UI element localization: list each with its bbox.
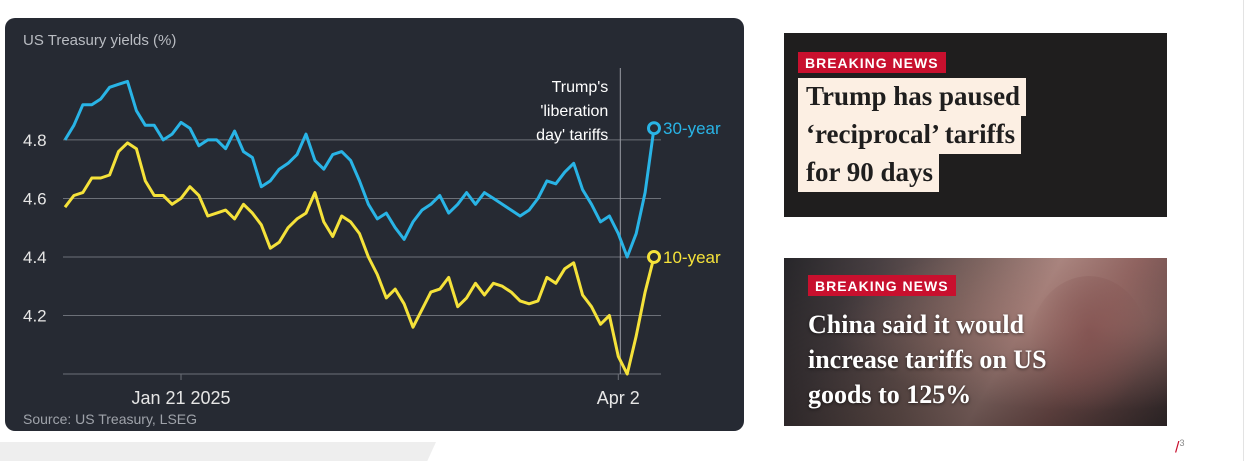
- series-end-marker: [647, 249, 661, 264]
- series-label: 10-year: [663, 248, 721, 267]
- y-tick-label: 4.8: [23, 131, 47, 150]
- annotation-line: day' tariffs: [536, 127, 608, 144]
- headline-line: Trump has paused: [798, 78, 1027, 116]
- news-card-china-tariffs[interactable]: BREAKING NEWS China said it would increa…: [784, 258, 1167, 426]
- news-headline: China said it would increase tariffs on …: [808, 310, 1047, 409]
- chart-title: US Treasury yields (%): [23, 32, 176, 49]
- news-card-tariff-pause[interactable]: BREAKING NEWS Trump has paused ‘reciproc…: [784, 33, 1167, 217]
- series-line-30-year: [63, 79, 656, 259]
- annotation-line: Trump's: [552, 79, 609, 96]
- page-number-value: 3: [1179, 438, 1185, 448]
- breaking-news-badge: BREAKING NEWS: [808, 275, 956, 296]
- headline-line: ‘reciprocal’ tariffs: [798, 116, 1022, 154]
- y-tick-label: 4.2: [23, 306, 47, 325]
- right-edge-rule: [1243, 0, 1244, 461]
- treasury-yields-chart: US Treasury yields (%) 4.8 4.6 4.4 4.2 Jan 21…: [5, 18, 744, 431]
- y-tick-label: 4.4: [23, 248, 47, 267]
- chart-source: Source: US Treasury, LSEG: [23, 411, 197, 427]
- chart-svg: US Treasury yields (%) 4.8 4.6 4.4 4.2 Jan 21…: [23, 32, 721, 427]
- x-tick-label: Apr 2: [597, 388, 640, 408]
- news-headline: Trump has paused ‘reciprocal’ tariffs fo…: [798, 78, 1027, 192]
- headline-line: for 90 days: [798, 154, 940, 192]
- series-label: 30-year: [663, 119, 721, 138]
- series-end-marker: [647, 121, 661, 136]
- page-number: /3: [1175, 438, 1184, 457]
- breaking-news-badge: BREAKING NEWS: [798, 52, 946, 73]
- y-tick-label: 4.6: [23, 189, 47, 208]
- banknote-portrait-image: [1029, 276, 1149, 416]
- annotation-line: 'liberation: [540, 103, 608, 120]
- bottom-strip: [0, 442, 436, 461]
- series-line-10-year: [63, 141, 656, 376]
- x-tick-label: Jan 21 2025: [131, 388, 230, 408]
- page-number-slash: /: [1175, 439, 1180, 457]
